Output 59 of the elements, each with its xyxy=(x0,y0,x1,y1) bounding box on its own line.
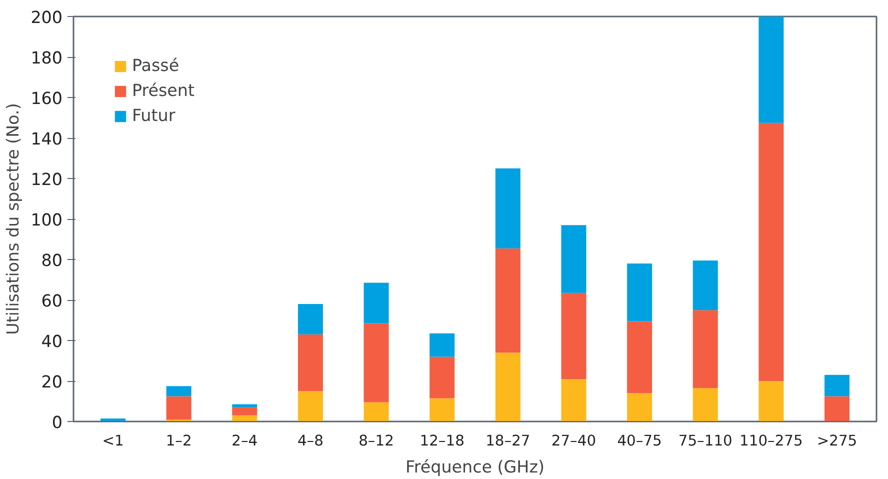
bar xyxy=(692,260,718,310)
bar xyxy=(232,407,258,416)
bar xyxy=(298,334,323,392)
bar xyxy=(430,398,455,422)
bar xyxy=(166,396,192,420)
x-tick-label: 75–110 xyxy=(678,432,732,450)
x-tick-label: 18–27 xyxy=(486,432,530,450)
y-tick-label: 60 xyxy=(41,292,63,310)
y-tick-label: 200 xyxy=(30,8,63,27)
bar xyxy=(692,310,718,388)
x-tick-label: 1–2 xyxy=(166,432,192,450)
y-tick-label: 160 xyxy=(30,89,63,108)
y-tick-label: 140 xyxy=(30,130,63,148)
x-tick-label: <1 xyxy=(102,432,124,450)
x-tick-label: 2–4 xyxy=(232,432,258,450)
bar xyxy=(824,374,850,396)
y-tick-label: 40 xyxy=(41,332,63,351)
bar xyxy=(561,225,586,293)
bar xyxy=(561,378,586,422)
bar xyxy=(430,333,455,357)
legend-label: Présent xyxy=(132,81,194,100)
bar xyxy=(166,386,192,396)
x-tick-label: 12–18 xyxy=(420,432,464,450)
x-tick-label: >275 xyxy=(816,432,858,450)
x-tick-label: 40–75 xyxy=(617,432,662,450)
bar xyxy=(298,304,323,334)
x-tick-label: 110–275 xyxy=(740,432,803,450)
x-tick-label: 27–40 xyxy=(551,432,596,450)
bar xyxy=(430,356,455,398)
bar xyxy=(495,248,520,353)
bar xyxy=(232,415,258,422)
bar xyxy=(627,321,652,394)
bar xyxy=(232,404,258,408)
bar xyxy=(627,264,652,322)
y-axis-title: Utilisations du spectre (No.) xyxy=(4,103,23,335)
bar xyxy=(692,388,718,422)
bar xyxy=(298,391,323,422)
x-axis-title: Fréquence (GHz) xyxy=(406,458,544,476)
x-tick-label: 8–12 xyxy=(358,432,394,450)
bar xyxy=(561,292,586,379)
y-tick-label: 80 xyxy=(41,251,63,270)
y-tick-label: 180 xyxy=(30,48,63,68)
y-tick-label: 100 xyxy=(30,210,63,230)
bar xyxy=(824,396,850,422)
legend-label: Futur xyxy=(132,106,176,125)
legend-label: Passé xyxy=(132,56,180,75)
bar xyxy=(364,323,389,402)
bar xyxy=(758,122,784,381)
bar xyxy=(758,16,784,123)
bar xyxy=(758,381,784,422)
bar xyxy=(364,282,389,324)
y-tick-label: 120 xyxy=(30,170,63,189)
y-tick-label: 20 xyxy=(41,372,63,392)
bar xyxy=(495,168,520,248)
x-tick-label: 4–8 xyxy=(297,432,324,450)
bar xyxy=(364,402,389,422)
bar xyxy=(627,393,652,422)
y-tick-label: 0 xyxy=(52,413,63,432)
bar xyxy=(495,352,520,422)
